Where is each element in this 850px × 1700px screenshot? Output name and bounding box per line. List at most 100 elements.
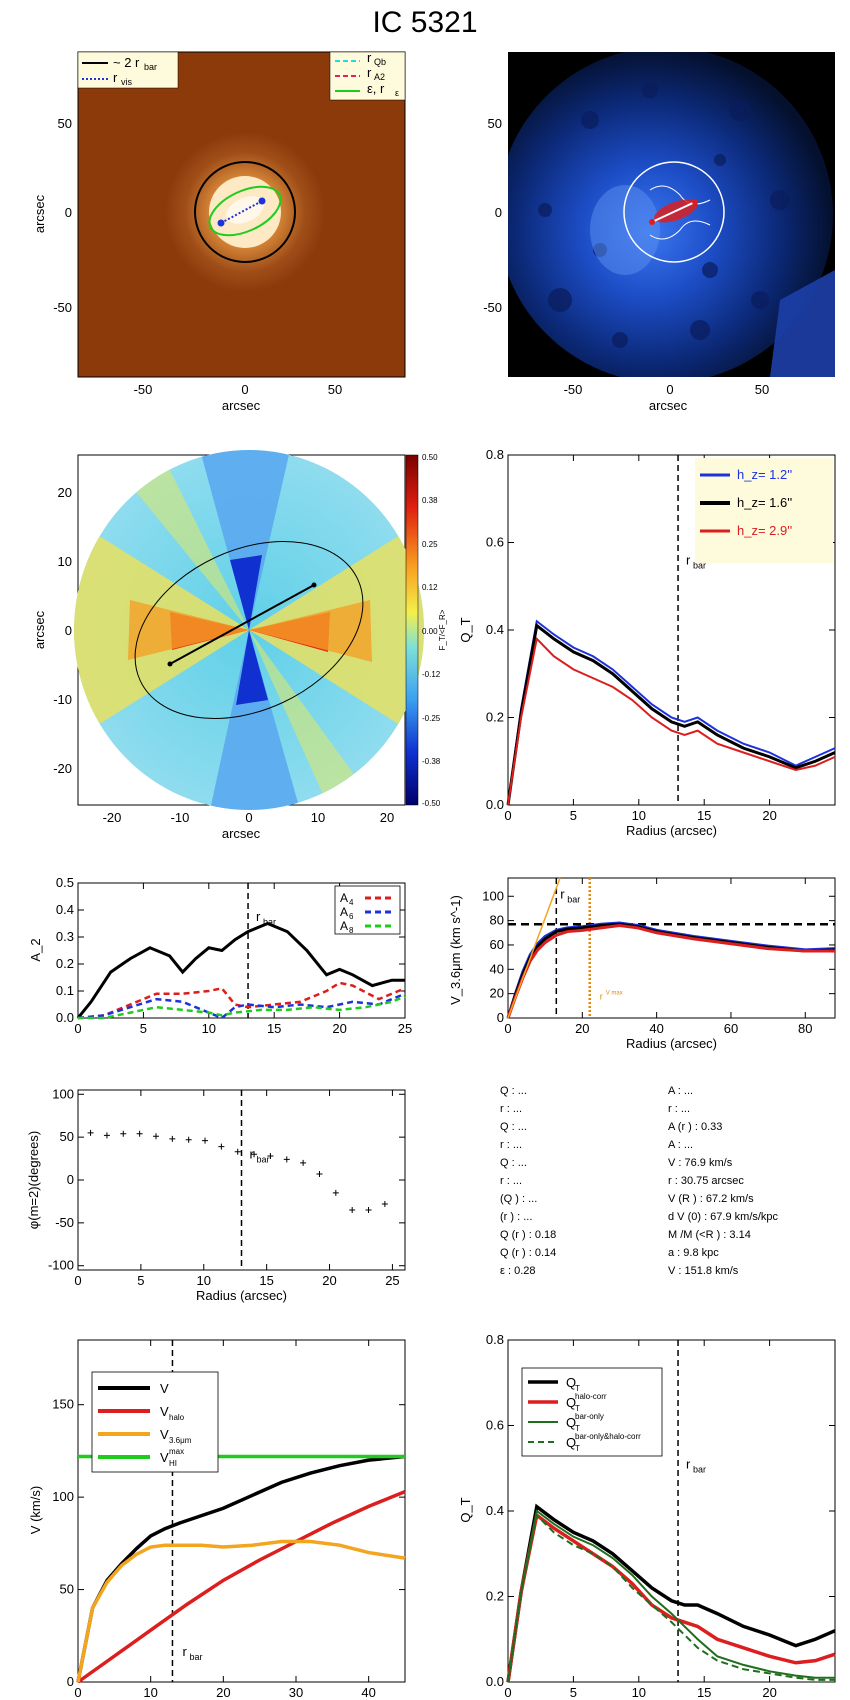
- svg-text:50: 50: [328, 382, 342, 397]
- x-tick-label: 15: [267, 1021, 281, 1036]
- svg-text:0: 0: [65, 205, 72, 220]
- y-tick-label: 0.0: [486, 1674, 504, 1689]
- x-tick-label: 5: [140, 1021, 147, 1036]
- series-line: [506, 1503, 836, 1683]
- x-tick-label: 15: [697, 1685, 711, 1700]
- param-line: r : ...: [500, 1103, 522, 1115]
- y-tick-label: 80: [490, 913, 504, 928]
- svg-text:50: 50: [755, 382, 769, 397]
- legend-box-right: [329, 51, 406, 101]
- rbar-label: r: [256, 909, 261, 924]
- series-line: [507, 636, 836, 806]
- param-line: Q (r ) : 0.14: [500, 1247, 557, 1259]
- param-line: r : ...: [668, 1103, 690, 1115]
- series-line: [77, 992, 406, 1020]
- param-line: r : ...: [500, 1175, 522, 1187]
- x-tick-label: 40: [649, 1021, 663, 1036]
- y-tick-label: 0.4: [56, 902, 74, 917]
- svg-text:-50: -50: [564, 382, 583, 397]
- legend-label: A: [340, 905, 348, 919]
- legend-label: V: [160, 1450, 169, 1465]
- data-point: [332, 1189, 339, 1196]
- y-tick-label: -50: [55, 1215, 74, 1230]
- param-line: Q (r ) : 0.18: [500, 1229, 557, 1241]
- data-point: [185, 1136, 192, 1143]
- svg-text:0: 0: [241, 382, 248, 397]
- x-tick-label: 20: [762, 1685, 776, 1700]
- legend-label: V: [160, 1427, 169, 1442]
- x-tick-label: 20: [762, 808, 776, 823]
- y-axis-label: Q_T: [458, 1497, 473, 1522]
- svg-text:10: 10: [311, 810, 325, 825]
- svg-text:0.38: 0.38: [422, 496, 438, 505]
- legend-label-sup: max: [169, 1447, 184, 1456]
- svg-text:-20: -20: [53, 761, 72, 776]
- legend-label: h_z= 1.6'': [737, 495, 792, 510]
- x-axis-label: Radius (arcsec): [626, 823, 717, 838]
- data-point: [316, 1171, 323, 1177]
- svg-text:0.25: 0.25: [422, 540, 438, 549]
- svg-text:-0.12: -0.12: [422, 670, 441, 679]
- map-xlabel: arcsec: [222, 826, 261, 841]
- param-line: A : ...: [668, 1139, 694, 1151]
- series-line: [78, 995, 406, 1020]
- param-line: (Q ) : ...: [500, 1193, 538, 1205]
- x-tick-label: 5: [137, 1273, 144, 1288]
- legend-2rbar: ~ 2 r: [113, 55, 140, 70]
- series-line: [507, 1509, 835, 1683]
- svg-text:-20: -20: [103, 810, 122, 825]
- x-axis-label: Radius (arcsec): [626, 1036, 717, 1051]
- param-line: V (R ) : 67.2 km/s: [668, 1193, 754, 1205]
- legend-ra2: r: [367, 65, 372, 80]
- data-point: [365, 1207, 372, 1213]
- x-tick-label: 10: [197, 1273, 211, 1288]
- y-tick-label: 0.8: [486, 447, 504, 462]
- legend-label-sub: 3.6μm: [169, 1436, 192, 1445]
- y-tick-label: 20: [490, 986, 504, 1001]
- param-line: Q : ...: [500, 1085, 527, 1097]
- svg-text:0: 0: [65, 623, 72, 638]
- y-tick-label: 50: [60, 1129, 74, 1144]
- svg-text:vis: vis: [121, 77, 132, 87]
- legend-label: Q: [566, 1395, 576, 1410]
- series-line: [507, 1513, 835, 1683]
- y-tick-label: -100: [48, 1258, 74, 1273]
- y-tick-label: 100: [52, 1489, 74, 1504]
- svg-text:A2: A2: [374, 72, 385, 82]
- y-tick-label: 0.5: [56, 875, 74, 890]
- rbar-label-sub: bar: [189, 1652, 202, 1662]
- x-tick-label: 5: [570, 808, 577, 823]
- force-ratio-map-panel: 0.50 0.38 0.25 0.12 0.00 -0.12 -0.25 -0.…: [32, 450, 447, 841]
- map-ylabel: arcsec: [32, 610, 47, 649]
- svg-text:0.00: 0.00: [422, 627, 438, 636]
- legend-label: A: [340, 891, 348, 905]
- data-point: [283, 1156, 290, 1163]
- svg-text:0: 0: [495, 205, 502, 220]
- legend-box-left: [77, 51, 179, 89]
- data-point: [87, 1129, 94, 1136]
- svg-text:50: 50: [58, 116, 72, 131]
- legend-label: Q: [566, 1375, 576, 1390]
- y-tick-label: 150: [52, 1397, 74, 1412]
- parameter-table: Q : ... r : ... Q : ... r : ... Q : ... …: [500, 1082, 840, 1292]
- x-tick-label: 60: [724, 1021, 738, 1036]
- plot-frame: [507, 877, 836, 1019]
- x-axis-label: Radius (arcsec): [196, 1288, 287, 1303]
- svg-text:50: 50: [488, 116, 502, 131]
- y-tick-label: 0.3: [56, 929, 74, 944]
- legend-label: h_z= 1.2'': [737, 467, 792, 482]
- param-line: r : 30.75 arcsec: [668, 1175, 744, 1187]
- legend-label-sup: bar-only: [575, 1412, 604, 1421]
- series-line: [507, 877, 561, 1019]
- x-tick-label: 0: [74, 1021, 81, 1036]
- svg-text:-50: -50: [53, 300, 72, 315]
- y-axis-label: V_3.6μm (km s^-1): [448, 895, 463, 1005]
- x-tick-label: 20: [332, 1021, 346, 1036]
- rvmax-label: r: [600, 992, 603, 1002]
- x-tick-label: 30: [289, 1685, 303, 1700]
- x-tick-label: 15: [697, 808, 711, 823]
- y-tick-label: 100: [482, 888, 504, 903]
- param-line: Q : ...: [500, 1121, 527, 1133]
- optical-image-panel: ~ 2 r bar r vis r Qb r A2 ε, r ε -50 0 5…: [32, 50, 406, 413]
